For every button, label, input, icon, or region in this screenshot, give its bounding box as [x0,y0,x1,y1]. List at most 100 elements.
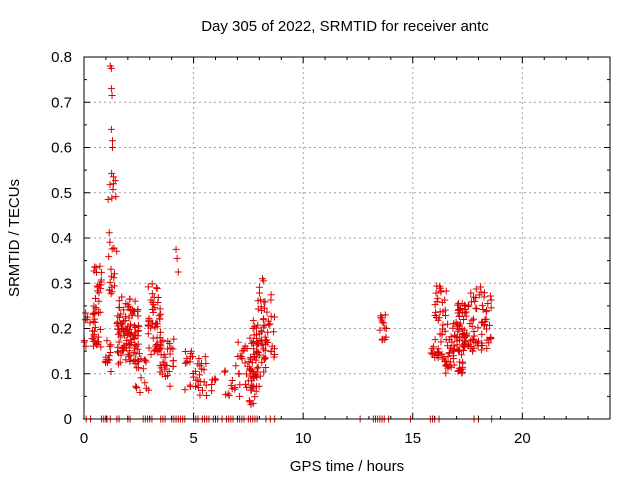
data-point [455,312,463,320]
data-point [150,347,158,355]
data-point [436,282,444,290]
data-point [156,362,164,370]
axis-ticks: 0 0.1 0.2 0.3 0.4 0.5 0.6 0.7 0.8 0 5 10 15 20 [51,49,610,447]
data-point [260,304,268,312]
data-point [248,359,256,367]
data-point [454,309,462,317]
data-point [468,316,476,324]
data-point [480,322,488,330]
data-point [428,345,436,353]
data-point [444,320,452,328]
data-point [478,301,486,309]
data-point [129,332,137,340]
data-point [380,319,388,327]
data-point [246,334,254,342]
data-point [131,329,139,337]
data-point [142,384,150,392]
data-point [154,298,162,306]
data-point [144,330,152,338]
data-point [194,360,202,368]
data-point [433,298,441,306]
data-point [115,338,123,346]
data-point [458,369,466,377]
data-point [124,350,132,358]
data-point [147,351,155,359]
data-point [251,393,259,401]
data-point [132,323,140,331]
data-point [467,289,475,297]
data-point [472,339,480,347]
data-point [253,341,261,349]
data-point [96,325,104,333]
data-point [263,308,271,316]
data-point [254,349,262,357]
data-point [116,313,124,321]
data-point [126,295,134,303]
data-point [445,349,453,357]
data-point [153,348,161,356]
data-point [109,180,117,188]
data-point [454,320,462,328]
data-point [108,245,116,253]
data-point [95,309,103,317]
data-point [471,297,479,305]
data-point [187,347,195,355]
data-point [265,321,273,329]
data-point [89,310,97,318]
data-point [474,324,482,332]
data-point [450,320,458,328]
data-point [120,327,128,335]
data-point [142,358,150,366]
data-point [153,284,161,292]
data-point [194,376,202,384]
data-point [437,338,445,346]
data-point [130,322,138,330]
data-point [115,297,123,305]
data-point [107,341,115,349]
data-point [458,351,466,359]
data-point [113,348,121,356]
data-point [136,350,144,358]
data-point [144,321,152,329]
data-point [241,359,249,367]
data-point [107,85,115,93]
data-point [460,301,468,309]
data-point [486,334,494,342]
data-point [381,324,389,332]
data-point [181,386,189,394]
data-point [133,364,141,372]
data-point [227,381,235,389]
data-point [119,346,127,354]
data-point [254,363,262,371]
data-point [196,391,204,399]
data-point [158,370,166,378]
data-point [445,362,453,370]
data-point [89,318,97,326]
data-point [114,360,122,368]
y-tick-label: 0.5 [51,185,72,202]
data-point [198,386,206,394]
data-point [444,353,452,361]
data-point [449,324,457,332]
data-point [169,357,177,365]
data-point [449,347,457,355]
data-point [236,392,244,400]
data-point [432,308,440,316]
data-point [152,284,160,292]
data-point [91,263,99,271]
data-point [462,312,470,320]
data-point [208,381,216,389]
y-tick-label: 0.1 [51,366,72,383]
x-tick-label: 5 [189,430,197,447]
data-point [105,253,113,261]
data-point [183,357,191,365]
data-point [449,354,457,362]
data-point [450,342,458,350]
data-point [130,344,138,352]
data-point [145,314,153,322]
data-point [163,372,171,380]
data-point [155,312,163,320]
data-point [467,345,475,353]
data-point [225,392,233,400]
data-point [157,310,165,318]
